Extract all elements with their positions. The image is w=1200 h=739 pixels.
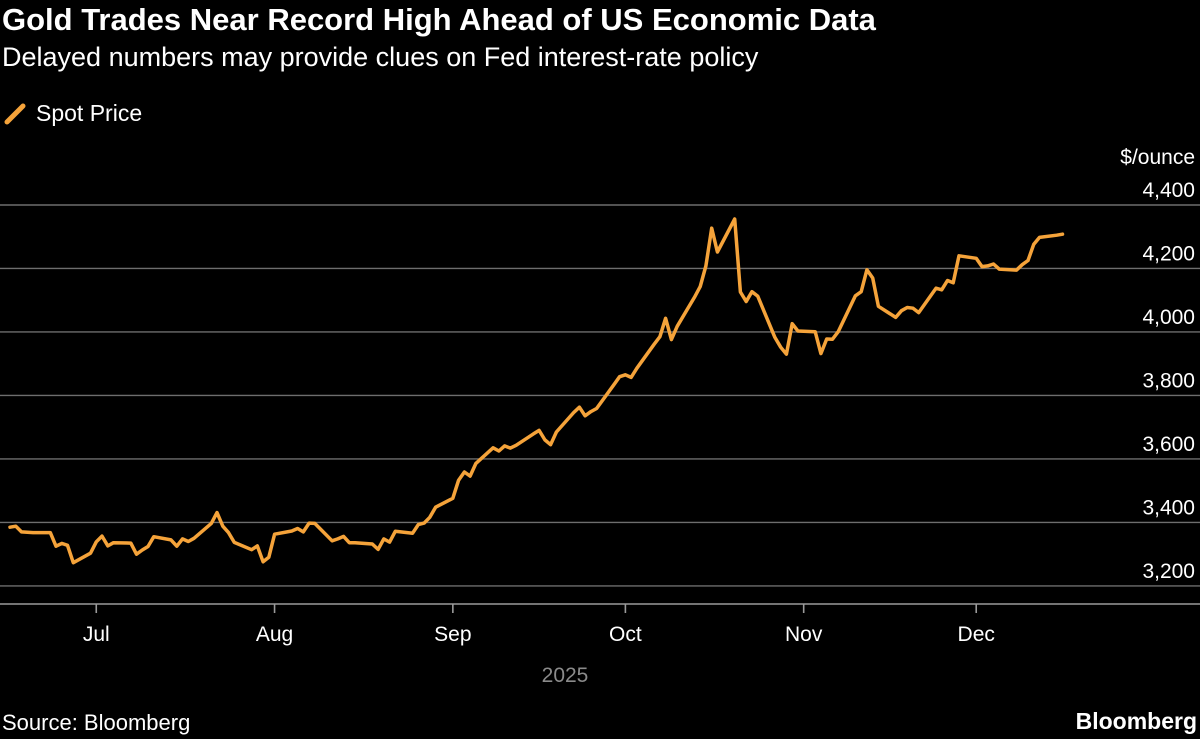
y-tick-label: 4,200 xyxy=(1142,242,1195,265)
series-line-spot-price xyxy=(8,217,1065,565)
y-tick-label: 3,200 xyxy=(1142,560,1195,583)
legend-line-swatch-icon xyxy=(4,103,26,125)
y-tick-label: 3,600 xyxy=(1142,433,1195,456)
brand-logo-text: Bloomberg xyxy=(1075,708,1197,734)
chart-subtitle: Delayed numbers may provide clues on Fed… xyxy=(2,42,759,72)
x-tick-label: Oct xyxy=(609,623,642,646)
y-tick-label: 3,800 xyxy=(1142,369,1195,392)
x-tick-label: Nov xyxy=(785,623,823,646)
source-note: Source: Bloomberg xyxy=(2,710,191,735)
x-axis-year-label: 2025 xyxy=(542,664,589,687)
x-tick-label: Dec xyxy=(958,623,995,646)
y-tick-label: 3,400 xyxy=(1142,496,1195,519)
axes: 3,200 3,400 3,600 3,800 4,000 4,200 4,400 Jul Au… xyxy=(0,179,1200,646)
line-chart: 3,200 3,400 3,600 3,800 4,000 4,200 4,400 Jul Au… xyxy=(0,146,1200,687)
x-tick-label: Aug xyxy=(256,623,293,646)
x-tick-label: Jul xyxy=(83,623,110,646)
y-tick-label: 4,000 xyxy=(1142,306,1195,329)
chart-title: Gold Trades Near Record High Ahead of US… xyxy=(2,2,876,37)
series xyxy=(8,217,1065,565)
y-tick-label: 4,400 xyxy=(1142,179,1195,202)
y-axis-unit-label: $/ounce xyxy=(1120,146,1195,169)
legend-label-spot-price: Spot Price xyxy=(36,99,143,126)
gridlines xyxy=(0,204,1200,587)
x-tick-label: Sep xyxy=(434,623,471,646)
legend: Spot Price xyxy=(4,98,142,128)
